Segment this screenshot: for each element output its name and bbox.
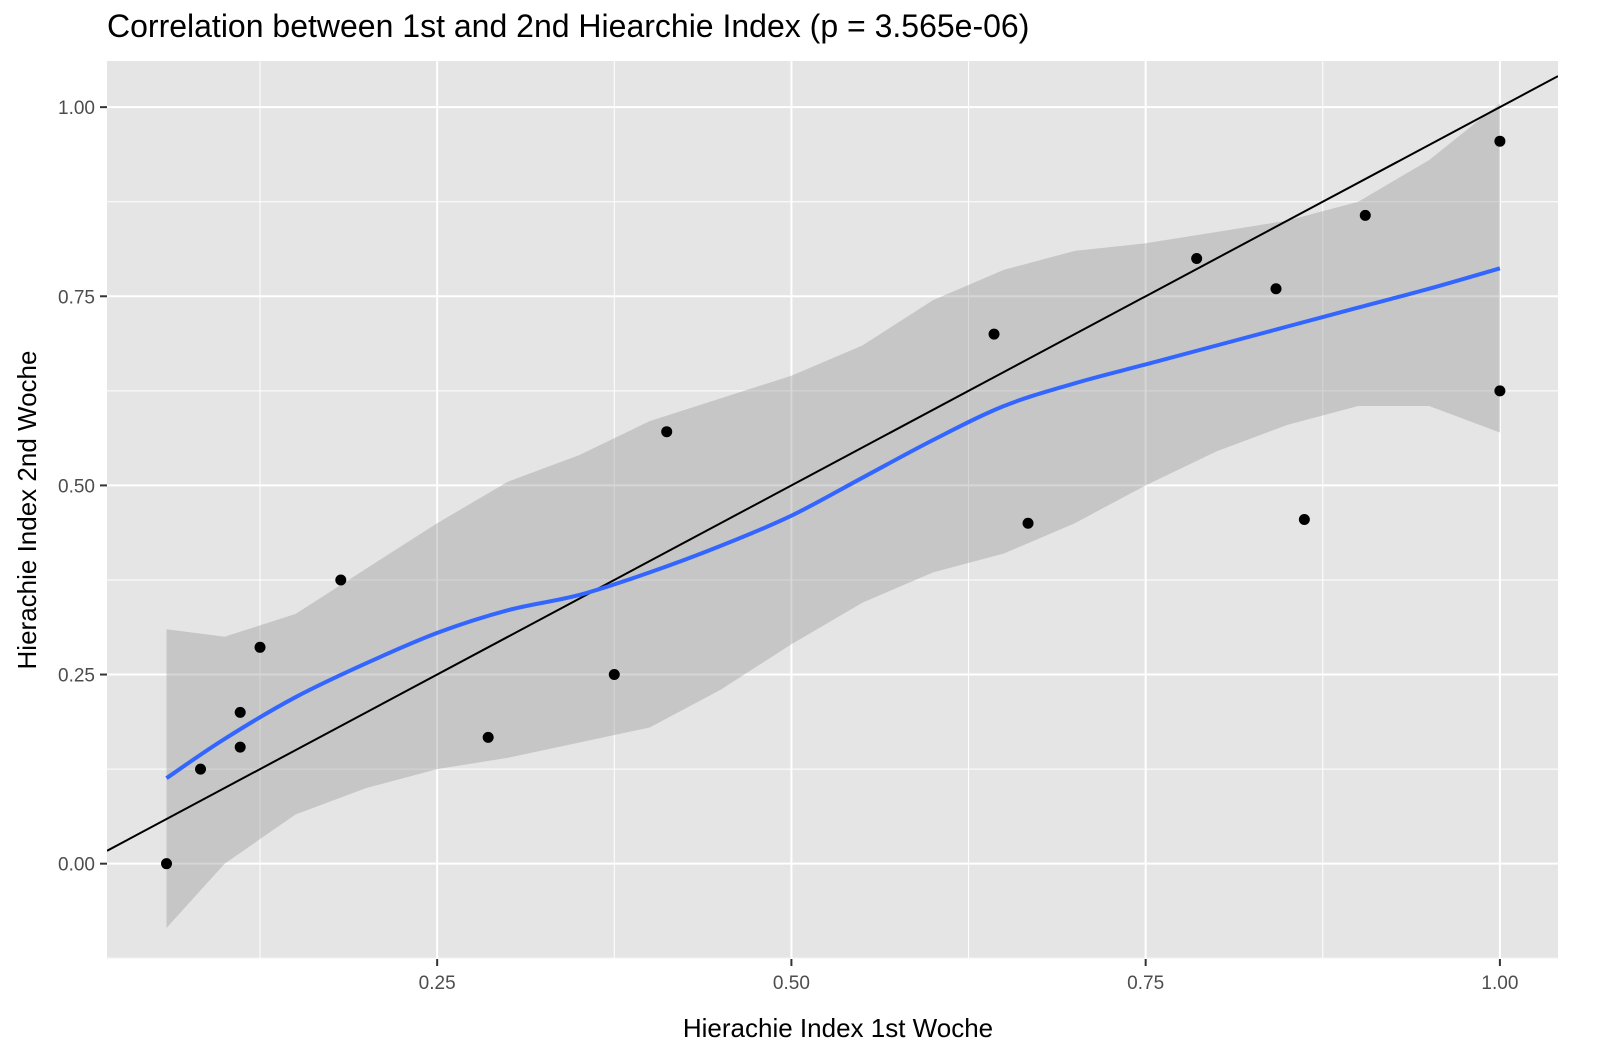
data-point bbox=[988, 328, 1000, 340]
data-point bbox=[234, 706, 246, 718]
y-tick-label: 0.50 bbox=[58, 476, 95, 497]
data-point bbox=[482, 731, 494, 743]
reference-line bbox=[107, 75, 1558, 852]
data-point bbox=[1270, 283, 1282, 295]
major-gridlines bbox=[107, 61, 1558, 959]
data-point bbox=[161, 858, 173, 870]
x-axis-title: Hierachie Index 1st Woche bbox=[683, 1013, 993, 1043]
data-point bbox=[1191, 252, 1203, 264]
x-tick-label: 0.25 bbox=[419, 973, 456, 994]
x-tick-label: 1.00 bbox=[1481, 973, 1518, 994]
data-point bbox=[195, 763, 207, 775]
data-point bbox=[234, 741, 246, 753]
y-axis-title: Hierachie Index 2nd Woche bbox=[12, 351, 42, 670]
x-axis: 0.25 0.50 0.75 1.00 bbox=[419, 959, 1518, 994]
data-point bbox=[1359, 209, 1371, 221]
identity-line bbox=[107, 75, 1558, 852]
data-point bbox=[1022, 517, 1034, 529]
y-tick-label: 0.75 bbox=[58, 287, 95, 308]
data-point bbox=[254, 641, 266, 653]
data-point bbox=[335, 574, 347, 586]
y-axis: 0.00 0.25 0.50 0.75 1.00 bbox=[58, 98, 107, 876]
data-point bbox=[1494, 385, 1506, 397]
data-points bbox=[161, 135, 1506, 870]
smooth-line bbox=[165, 266, 1501, 780]
y-tick-label: 0.25 bbox=[58, 666, 95, 687]
confidence-band bbox=[166, 103, 1500, 928]
y-tick-label: 0.00 bbox=[58, 855, 95, 876]
data-point bbox=[661, 426, 673, 438]
data-point bbox=[1298, 513, 1310, 525]
data-point bbox=[608, 669, 620, 681]
confidence-band-area bbox=[166, 103, 1500, 928]
smooth-curve bbox=[165, 266, 1501, 780]
minor-gridlines bbox=[107, 61, 1558, 959]
x-tick-label: 0.50 bbox=[773, 973, 810, 994]
data-point bbox=[1494, 135, 1506, 147]
x-tick-label: 0.75 bbox=[1127, 973, 1164, 994]
chart-title: Correlation between 1st and 2nd Hiearchi… bbox=[107, 8, 1030, 44]
y-tick-label: 1.00 bbox=[58, 98, 95, 119]
plot-panel bbox=[107, 61, 1558, 959]
